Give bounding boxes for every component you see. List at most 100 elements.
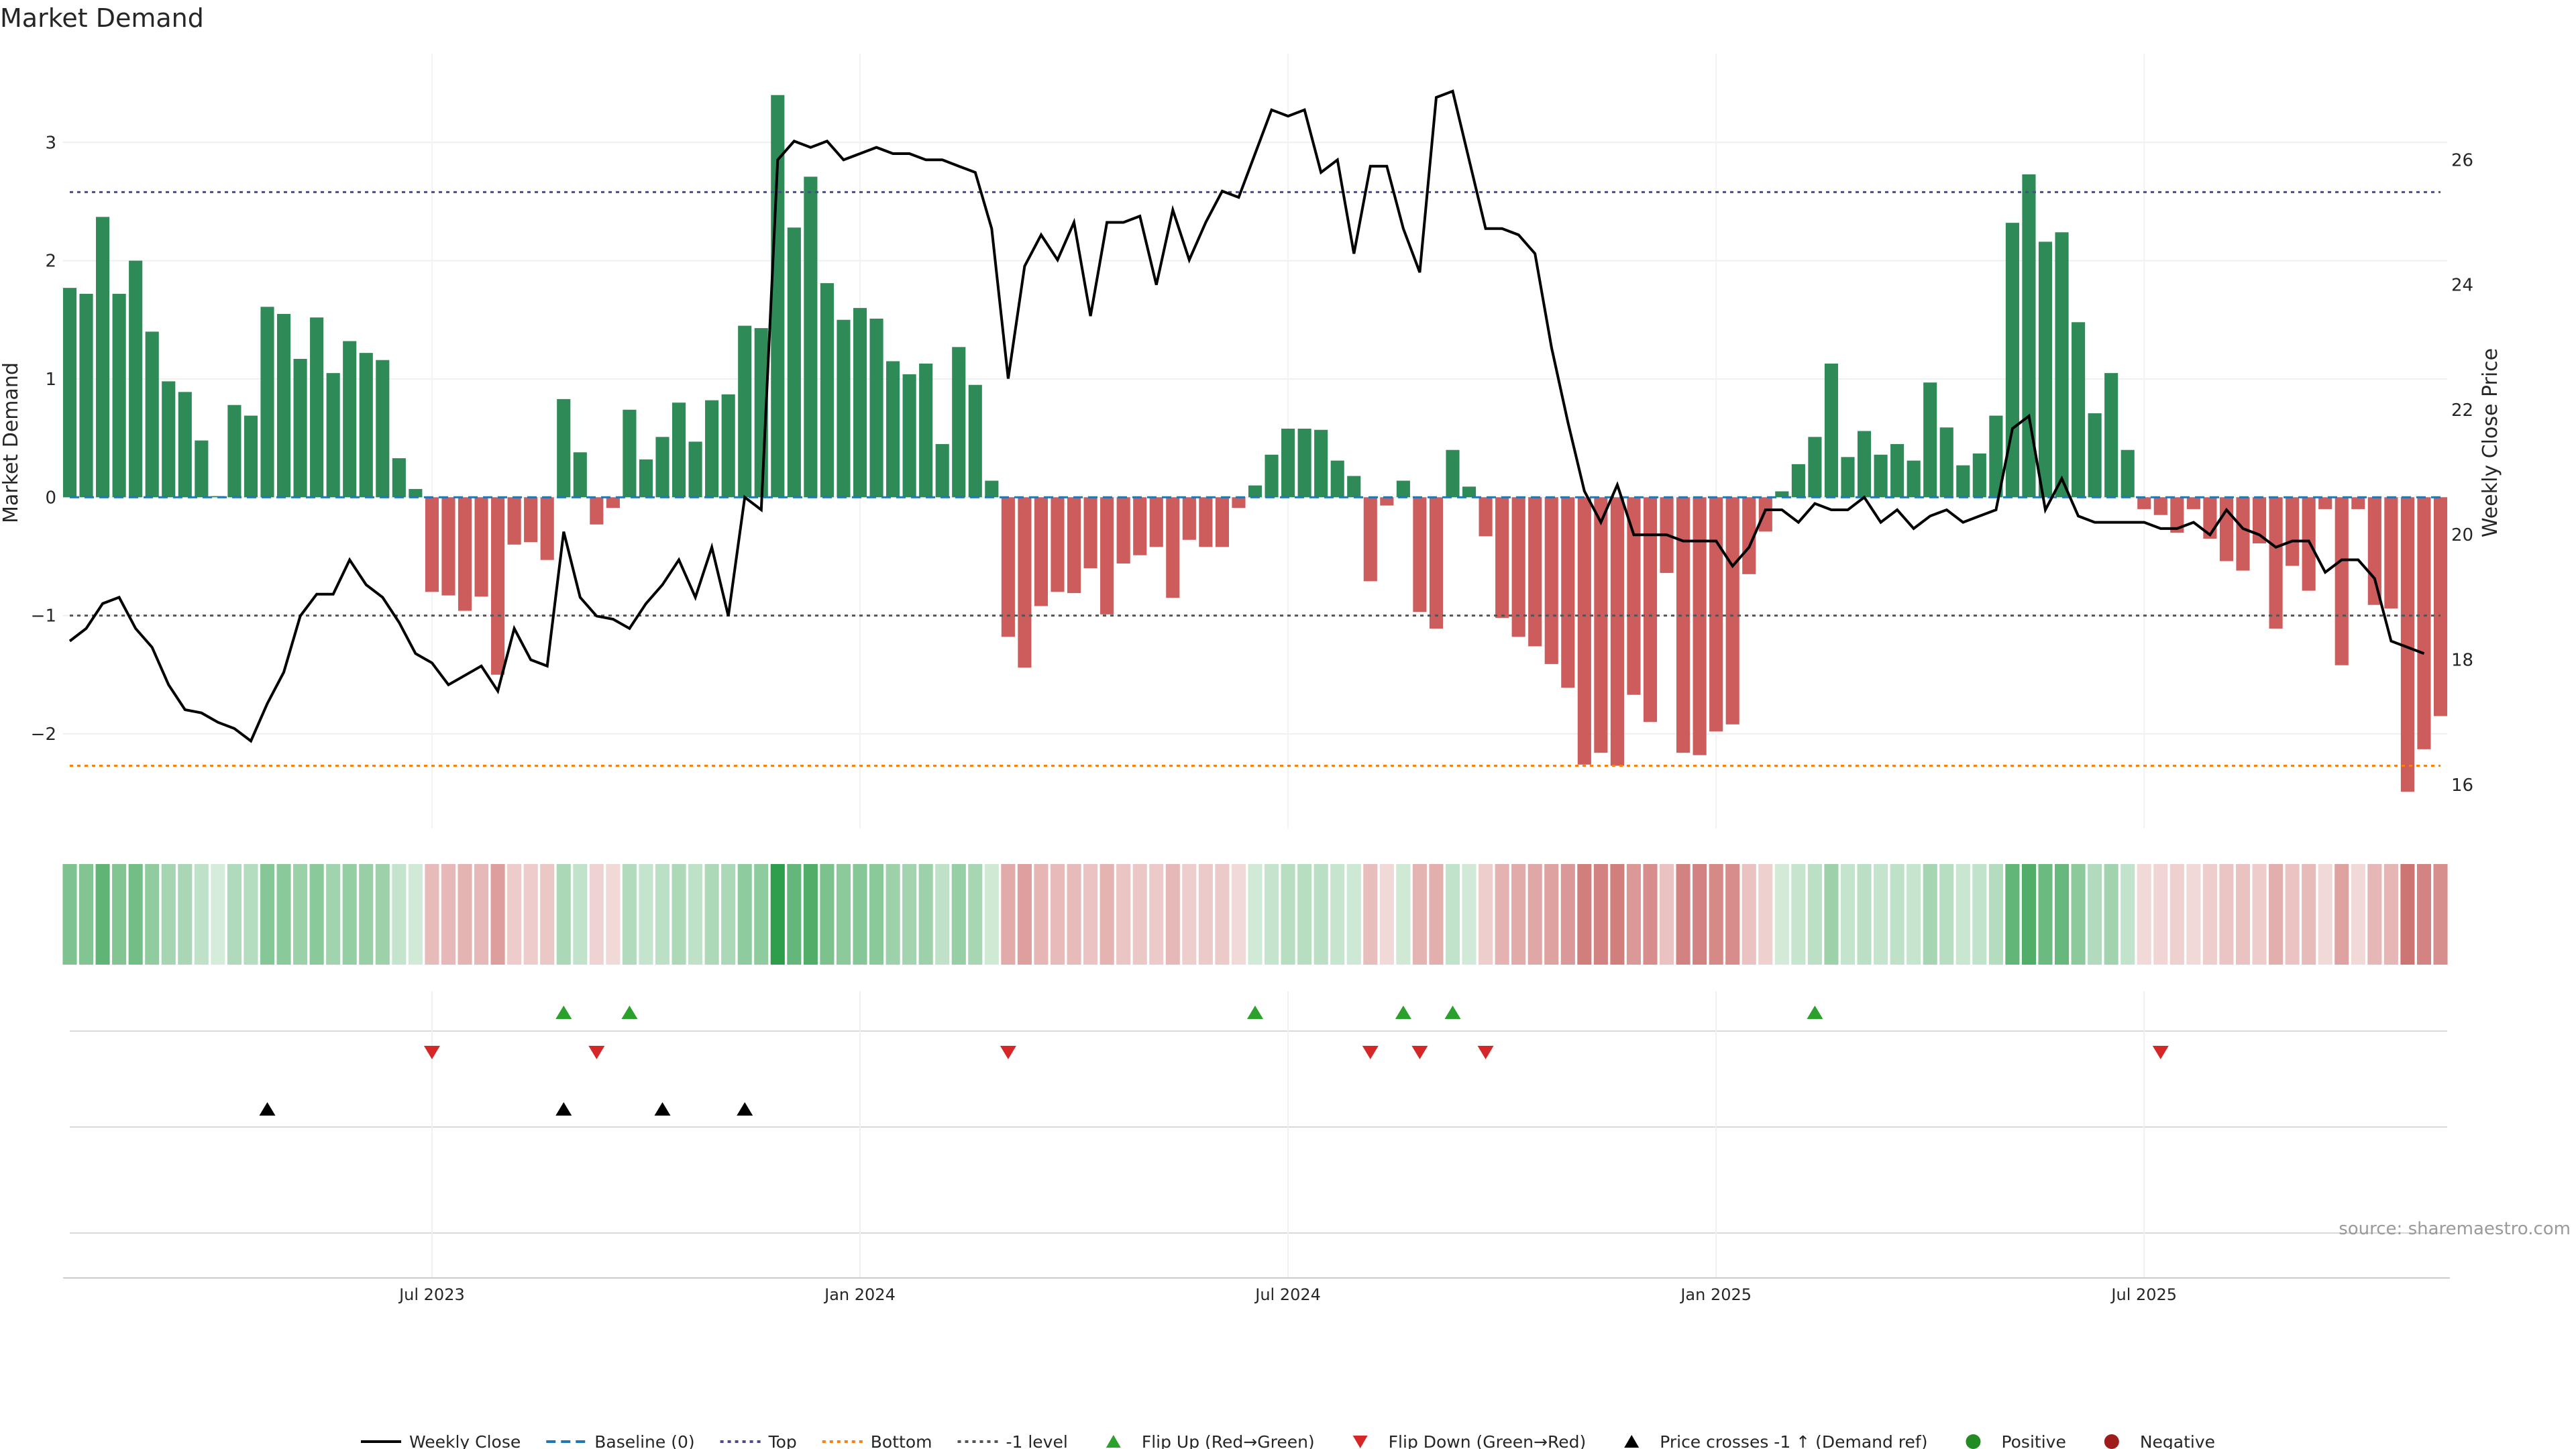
heat-cell xyxy=(2021,864,2037,965)
demand-bar-positive xyxy=(409,488,423,498)
demand-bar-positive xyxy=(310,317,324,498)
heat-cell xyxy=(2219,864,2234,965)
demand-bar-positive xyxy=(1446,449,1460,498)
heat-cell xyxy=(1643,864,1658,965)
demand-bar-positive xyxy=(1248,485,1263,498)
demand-bar-negative xyxy=(590,497,604,525)
signal-markers xyxy=(70,991,2447,1278)
heat-cell xyxy=(1593,864,1608,965)
demand-bar-negative xyxy=(1051,497,1065,592)
flip-up-marker xyxy=(1247,1006,1263,1019)
heat-cell xyxy=(1560,864,1575,965)
demand-bar-negative xyxy=(2400,497,2414,792)
legend-item: Baseline (0) xyxy=(546,1432,695,1449)
heat-cell xyxy=(1955,864,1970,965)
heat-cell xyxy=(573,864,588,965)
heat-cell xyxy=(392,864,407,965)
demand-bar-negative xyxy=(2433,497,2448,716)
main-panel: −2 −1 0 1 2 3 16 18 20 22 24 26 Market Demand Week… xyxy=(0,54,2502,828)
legend-circle-symbol xyxy=(2104,1434,2119,1449)
heat-cell xyxy=(1412,864,1427,965)
heat-cell xyxy=(1067,864,1081,965)
demand-bar-negative xyxy=(1758,497,1772,532)
heat-cell xyxy=(2005,864,2020,965)
chart-title: Market Demand xyxy=(0,3,204,33)
demand-bar-positive xyxy=(1462,486,1477,498)
demand-bar-negative xyxy=(1083,497,1097,569)
y-axis-label: Market Demand xyxy=(0,362,23,523)
heat-cell xyxy=(62,864,77,965)
demand-bar-positive xyxy=(79,293,93,498)
demand-bar-negative xyxy=(1149,497,1163,547)
legend-circle-symbol xyxy=(1966,1434,1981,1449)
heat-cell xyxy=(1988,864,2003,965)
demand-bar-negative xyxy=(606,497,620,508)
heat-cell xyxy=(1363,864,1378,965)
legend-item: Flip Down (Green→Red) xyxy=(1352,1432,1586,1449)
heat-cell xyxy=(2137,864,2151,965)
heat-cell xyxy=(2169,864,2184,965)
heat-cell xyxy=(556,864,571,965)
heat-cell xyxy=(326,864,341,965)
heat-cell xyxy=(935,864,950,965)
demand-bar-negative xyxy=(1100,497,1114,614)
legend-item: -1 level xyxy=(957,1432,1068,1449)
heat-cell xyxy=(1626,864,1642,965)
demand-bar-positive xyxy=(705,400,719,498)
heat-cell xyxy=(2038,864,2053,965)
heat-cell xyxy=(540,864,555,965)
demand-bar-positive xyxy=(62,288,77,498)
demand-bar-positive xyxy=(672,402,686,498)
demand-bar-positive xyxy=(1907,460,1921,498)
heat-cell xyxy=(1479,864,1493,965)
heat-cell xyxy=(1907,864,1921,965)
demand-bar-positive xyxy=(639,459,653,498)
demand-bar-positive xyxy=(902,374,916,498)
heat-cell xyxy=(1017,864,1032,965)
flip-down-marker xyxy=(2152,1046,2169,1059)
demand-bar-negative xyxy=(425,497,439,592)
demand-bar-negative xyxy=(2236,497,2250,571)
x-tick-label: Jul 2025 xyxy=(2110,1285,2177,1304)
heat-cell xyxy=(606,864,621,965)
flip-up-marker xyxy=(555,1006,572,1019)
demand-bar-positive xyxy=(557,398,571,498)
heat-cell xyxy=(161,864,176,965)
heat-cell xyxy=(2088,864,2102,965)
heat-cell xyxy=(968,864,983,965)
demand-bar-positive xyxy=(985,480,999,498)
heat-cell xyxy=(1544,864,1559,965)
heat-cell xyxy=(1824,864,1839,965)
y2-tick-label: 22 xyxy=(2451,400,2473,421)
heat-cell xyxy=(1297,864,1312,965)
demand-bar-negative xyxy=(2186,497,2200,509)
heat-cell xyxy=(342,864,357,965)
heat-cell xyxy=(1807,864,1822,965)
heat-cell xyxy=(820,864,835,965)
heat-cell xyxy=(2400,864,2415,965)
x-axis: Jul 2023 Jan 2024 Jul 2024 Jan 2025 Jul 2025 xyxy=(63,1277,2450,1304)
legend-triangle-down-symbol xyxy=(1352,1436,1368,1448)
heat-cell xyxy=(474,864,489,965)
demand-bar-positive xyxy=(952,347,966,498)
heat-cell xyxy=(1939,864,1954,965)
heat-cell xyxy=(1215,864,1230,965)
demand-bar-negative xyxy=(1133,497,1147,555)
heat-cell xyxy=(1050,864,1065,965)
demand-bar-positive xyxy=(655,437,669,498)
demand-bar-positive xyxy=(195,440,209,498)
y2-tick-label: 24 xyxy=(2451,276,2473,296)
heat-cell xyxy=(1741,864,1756,965)
heat-cell xyxy=(425,864,439,965)
heat-cell xyxy=(244,864,258,965)
demand-bar-positive xyxy=(573,452,587,498)
demand-bar-positive xyxy=(1791,464,1805,498)
heat-cell xyxy=(2318,864,2332,965)
demand-bar-negative xyxy=(2153,497,2167,515)
heat-cell xyxy=(227,864,241,965)
heat-cell xyxy=(1379,864,1394,965)
flip-down-marker xyxy=(1362,1046,1379,1059)
x-tick-label: Jul 2024 xyxy=(1254,1285,1321,1304)
demand-bar-negative xyxy=(1610,497,1624,766)
